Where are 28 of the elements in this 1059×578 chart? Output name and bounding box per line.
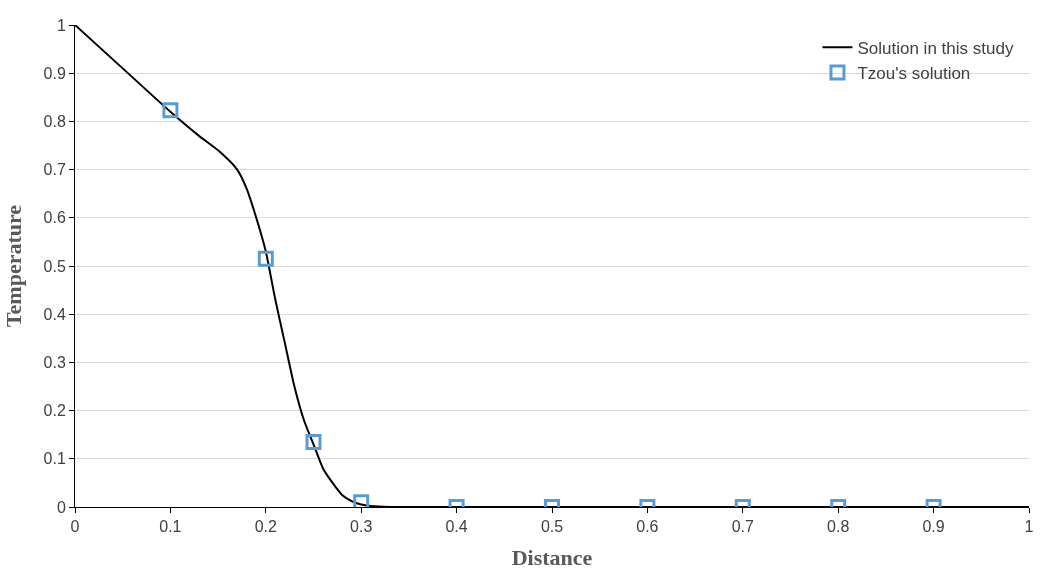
x-tick-label: 0.3 bbox=[350, 518, 373, 536]
y-tick-label: 0.9 bbox=[43, 64, 66, 82]
y-tick-label: 0.7 bbox=[43, 161, 66, 179]
point bbox=[162, 102, 179, 119]
x-tick-label: 0.6 bbox=[636, 518, 659, 536]
x-tick-label: 0.4 bbox=[445, 518, 468, 536]
y-tick-label: 1 bbox=[56, 16, 66, 34]
x-tick-label: 0.9 bbox=[922, 518, 945, 536]
x-tick-label: 0 bbox=[70, 518, 80, 536]
x-tick-label: 0.1 bbox=[159, 518, 182, 536]
legend-label: Solution in this study bbox=[857, 39, 1014, 58]
y-tick-label: 0.5 bbox=[43, 257, 66, 275]
y-axis-title: Temperature bbox=[1, 204, 27, 328]
y-tick-label: 0 bbox=[56, 498, 66, 516]
y-tick-label: 0.6 bbox=[43, 209, 66, 227]
y-tick-label: 0.4 bbox=[43, 305, 66, 323]
y-tick-label: 0.8 bbox=[43, 113, 66, 130]
y-tick-label: 0.3 bbox=[43, 354, 66, 371]
x-tick-label: 1 bbox=[1024, 518, 1034, 536]
x-tick-label: 0.2 bbox=[254, 518, 278, 536]
x-tick-label: 0.8 bbox=[827, 518, 850, 536]
x-axis-title: Distance bbox=[511, 545, 593, 571]
point bbox=[257, 250, 274, 267]
legend-label: Tzou's solution bbox=[857, 64, 971, 84]
y-tick-label: 0.2 bbox=[43, 402, 66, 420]
y-tick-label: 0.1 bbox=[43, 450, 66, 468]
x-tick-label: 0.5 bbox=[540, 518, 564, 536]
x-tick-label: 0.7 bbox=[731, 518, 755, 536]
